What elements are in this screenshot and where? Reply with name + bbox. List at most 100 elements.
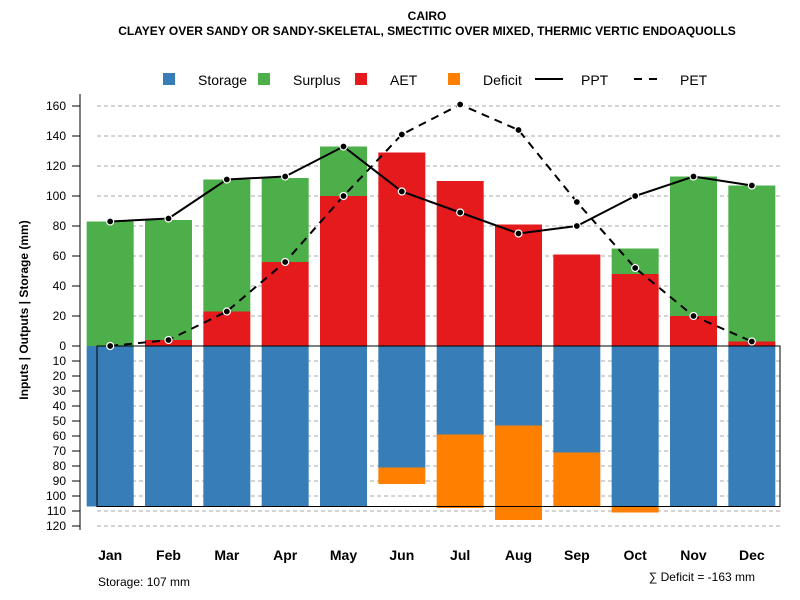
pet-point: [339, 191, 348, 201]
y-tick-label: 100: [46, 489, 66, 503]
legend-label: PET: [680, 72, 708, 88]
legend-swatch: [355, 73, 367, 85]
month-label: Nov: [680, 547, 707, 563]
y-tick-label: 40: [53, 279, 67, 293]
y-tick-label: 40: [53, 399, 67, 413]
aet-bar: [611, 274, 659, 346]
bars: [86, 146, 781, 520]
pet-point: [689, 311, 698, 321]
ppt-point: [514, 229, 523, 238]
storage-bar: [670, 346, 717, 507]
pet-point: [631, 263, 640, 273]
month-label: Jan: [98, 547, 122, 563]
aet-bar: [378, 152, 426, 346]
y-tick-label: 110: [47, 504, 66, 518]
y-tick-label: 10: [53, 354, 67, 368]
ppt-point: [631, 191, 640, 201]
pet-line: [110, 103, 753, 347]
month-label: Jun: [389, 547, 414, 563]
ppt-point: [106, 217, 115, 226]
aet-bar: [320, 196, 367, 346]
storage-bar: [728, 346, 776, 507]
y-tick-label: 60: [53, 249, 67, 263]
surplus-bar: [261, 178, 309, 262]
y-tick-label: 60: [53, 429, 67, 443]
surplus-bar: [145, 220, 192, 340]
y-tick-label: 70: [53, 444, 67, 458]
y-tick-label: 20: [53, 369, 67, 383]
storage-bar: [261, 346, 309, 507]
ppt-point: [281, 172, 290, 181]
ppt-line: [110, 145, 752, 235]
ppt-point: [572, 221, 581, 231]
y-tick-label: 90: [53, 474, 67, 488]
y-tick-label: 50: [53, 414, 67, 428]
legend-label: PPT: [581, 72, 609, 88]
surplus-bar: [670, 176, 717, 316]
month-label: Dec: [739, 547, 765, 563]
month-label: Aug: [505, 547, 532, 563]
storage-footer: Storage: 107 mm: [98, 575, 190, 589]
y-axis-label: Inputs | Outputs | Storage (mm): [17, 220, 31, 399]
legend-label: Surplus: [293, 72, 340, 88]
legend-swatch: [163, 73, 175, 85]
chart-legend: Storage Surplus AET Deficit PPT PET: [163, 72, 708, 88]
aet-bar: [261, 262, 309, 346]
storage-bar: [203, 346, 251, 507]
storage-bar: [320, 346, 367, 507]
legend-label: Storage: [198, 72, 247, 88]
legend-label: Deficit: [483, 72, 522, 88]
y-tick-label: 0: [59, 339, 66, 353]
chart-subtitle: CLAYEY OVER SANDY OR SANDY-SKELETAL, SME…: [118, 24, 736, 38]
legend-swatch: [448, 73, 460, 85]
pet-point: [106, 341, 115, 351]
pet-point: [456, 100, 465, 109]
storage-bar: [145, 346, 192, 507]
deficit-bar: [611, 506, 659, 513]
y-tick-label: 140: [46, 129, 66, 143]
y-tick-label: 120: [46, 519, 66, 533]
storage-bar: [495, 346, 542, 426]
ppt-point: [747, 181, 756, 190]
month-label: Oct: [623, 547, 647, 563]
deficit-bar: [378, 467, 426, 484]
y-tick-label: 80: [53, 219, 67, 233]
month-label: Mar: [214, 547, 239, 563]
ppt-point: [456, 208, 465, 217]
month-label: Sep: [564, 547, 590, 563]
y-tick-label: 30: [53, 384, 67, 398]
series-lines: [106, 100, 756, 351]
legend-label: AET: [390, 72, 418, 88]
deficit-bar: [553, 452, 601, 507]
ppt-point: [339, 142, 348, 151]
y-tick-label: 160: [46, 99, 66, 113]
aet-bar: [670, 316, 717, 346]
month-label: Feb: [156, 547, 181, 563]
y-tick-label: 120: [46, 159, 66, 173]
legend-swatch: [258, 73, 270, 85]
pet-point: [397, 130, 406, 139]
aet-bar: [203, 311, 251, 346]
pet-point: [281, 257, 290, 267]
pet-point: [747, 337, 756, 346]
y-tick-label: 20: [53, 309, 67, 323]
month-label: May: [330, 547, 357, 563]
pet-point: [514, 125, 523, 135]
pet-point: [222, 307, 231, 316]
ppt-point: [689, 172, 698, 181]
storage-bar: [378, 346, 426, 468]
aet-bar: [495, 224, 542, 346]
storage-bar: [436, 346, 484, 435]
surplus-bar: [86, 221, 134, 346]
month-label: Jul: [450, 547, 470, 563]
month-label: Apr: [273, 547, 298, 563]
deficit-bar: [436, 434, 484, 508]
deficit-bar: [495, 425, 542, 520]
surplus-bar: [728, 185, 776, 342]
x-axis-labels: Jan Feb Mar Apr May Jun Jul Aug Sep Oct Nov Dec: [98, 547, 765, 563]
pet-point: [164, 335, 173, 345]
y-tick-label: 100: [46, 189, 66, 203]
ppt-point: [397, 187, 406, 196]
y-tick-label: 80: [53, 459, 67, 473]
